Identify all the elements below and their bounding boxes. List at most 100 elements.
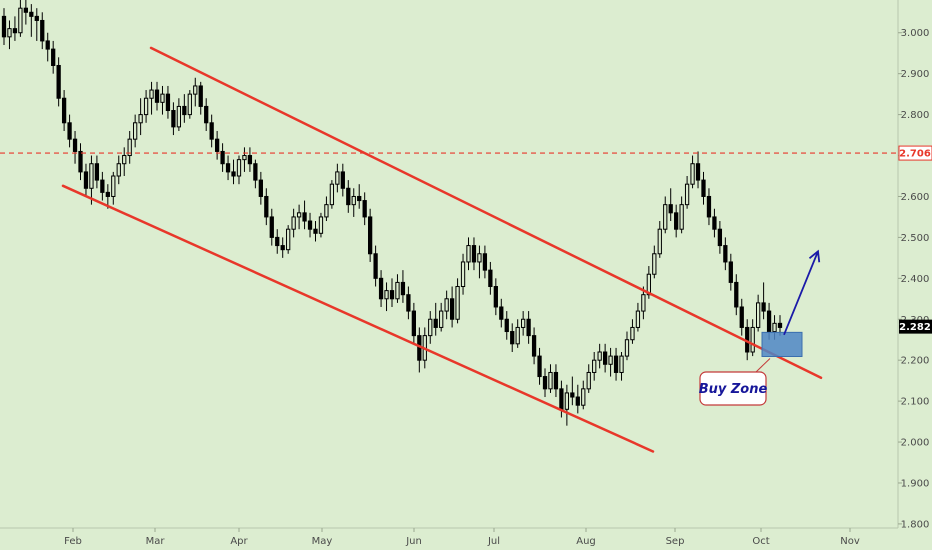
candle-body-down: [45, 40, 50, 50]
candle: [318, 212, 324, 238]
candle: [400, 270, 406, 303]
candle-body-down: [40, 19, 45, 42]
candle: [521, 311, 526, 336]
candle: [548, 364, 553, 393]
candle: [7, 20, 12, 50]
candle-body-up: [624, 339, 630, 357]
candle-body-down: [12, 28, 18, 34]
candle-body-up: [384, 290, 389, 300]
candle-body-up: [286, 228, 291, 251]
candle: [439, 302, 444, 332]
candle-body-down: [728, 261, 733, 283]
candle-body-down: [531, 335, 537, 357]
candle-body-up: [335, 171, 340, 185]
candle-body-down: [231, 171, 236, 177]
candle: [619, 352, 624, 381]
candle-body-down: [275, 236, 280, 247]
candle-body-up: [160, 93, 165, 103]
candle-body-down: [61, 97, 67, 124]
candle-body-up: [133, 122, 138, 140]
candle: [12, 16, 18, 41]
candle: [378, 270, 384, 307]
candle: [460, 253, 466, 295]
candle: [739, 298, 744, 336]
candle: [116, 155, 121, 185]
candle-body-down: [209, 122, 214, 140]
candle: [488, 261, 493, 295]
candle: [122, 147, 127, 176]
candle: [477, 245, 482, 279]
arrow-shaft: [783, 250, 819, 336]
x-tick-label: Feb: [64, 536, 82, 547]
candle-body-down: [766, 310, 772, 333]
candle-body-down: [406, 294, 411, 312]
candle-body-down: [105, 191, 110, 197]
candle: [176, 98, 182, 131]
candle: [324, 196, 329, 222]
candle: [657, 221, 662, 258]
candle-body-up: [586, 371, 591, 390]
candle: [444, 290, 449, 320]
candle: [395, 274, 400, 303]
candle: [346, 180, 351, 213]
candle: [258, 171, 263, 205]
resistance-tag-label: 2.706: [899, 149, 931, 160]
candle: [717, 221, 723, 254]
candle: [586, 364, 591, 393]
candle-body-up: [690, 163, 695, 185]
candle: [564, 384, 570, 426]
candle-body-up: [324, 204, 329, 218]
candle-body-down: [78, 150, 83, 173]
candle: [220, 143, 225, 172]
candle: [187, 90, 192, 119]
candle: [253, 159, 258, 189]
candle-body-down: [739, 306, 744, 328]
y-tick-label: 1.900: [901, 478, 930, 489]
candle: [34, 8, 39, 41]
buy-zone-box: [761, 331, 803, 358]
candle-body-down: [493, 286, 498, 308]
candle-body-up: [466, 245, 471, 263]
candle: [701, 171, 706, 205]
candle-body-down: [777, 322, 783, 328]
candle-body-up: [641, 294, 646, 312]
candle: [493, 278, 498, 316]
x-tick-label: Apr: [230, 536, 248, 547]
candle-body-down: [368, 216, 373, 255]
candle-body-down: [504, 318, 509, 333]
candle-body-up: [564, 392, 570, 410]
candle: [94, 155, 100, 189]
candle-body-down: [154, 89, 160, 103]
candle-body-up: [122, 155, 127, 165]
candle-body-up: [772, 322, 777, 333]
candle-body-down: [357, 195, 362, 202]
candle-body-down: [51, 48, 56, 66]
candle: [428, 311, 433, 344]
candle: [83, 163, 89, 197]
candle: [198, 81, 203, 115]
candle-body-down: [214, 138, 220, 152]
candle-body-down: [668, 204, 673, 214]
y-tick-label: 2.100: [901, 397, 930, 408]
candle-body-up: [395, 281, 400, 300]
candle: [1, 8, 7, 46]
candle-body-up: [428, 318, 433, 337]
candle: [674, 204, 679, 238]
candle-body-up: [581, 388, 586, 406]
candle-body-up: [351, 195, 356, 206]
y-tick-label: 2.900: [901, 69, 930, 80]
candle: [18, 0, 23, 37]
y-tick-label: 2.000: [901, 438, 930, 449]
candle: [100, 171, 105, 201]
candle-body-up: [630, 326, 635, 341]
candle-body-up: [455, 286, 460, 320]
candle: [209, 114, 214, 148]
candle-body-down: [712, 216, 717, 230]
resistance-tag-box: [898, 145, 932, 161]
channel-upper-line: [149, 46, 823, 380]
candle-body-down: [1, 15, 7, 38]
candle-body-down: [701, 179, 706, 197]
candle-body-down: [67, 122, 72, 140]
buy-zone-label: Buy Zone: [699, 382, 768, 397]
candle: [384, 282, 389, 312]
